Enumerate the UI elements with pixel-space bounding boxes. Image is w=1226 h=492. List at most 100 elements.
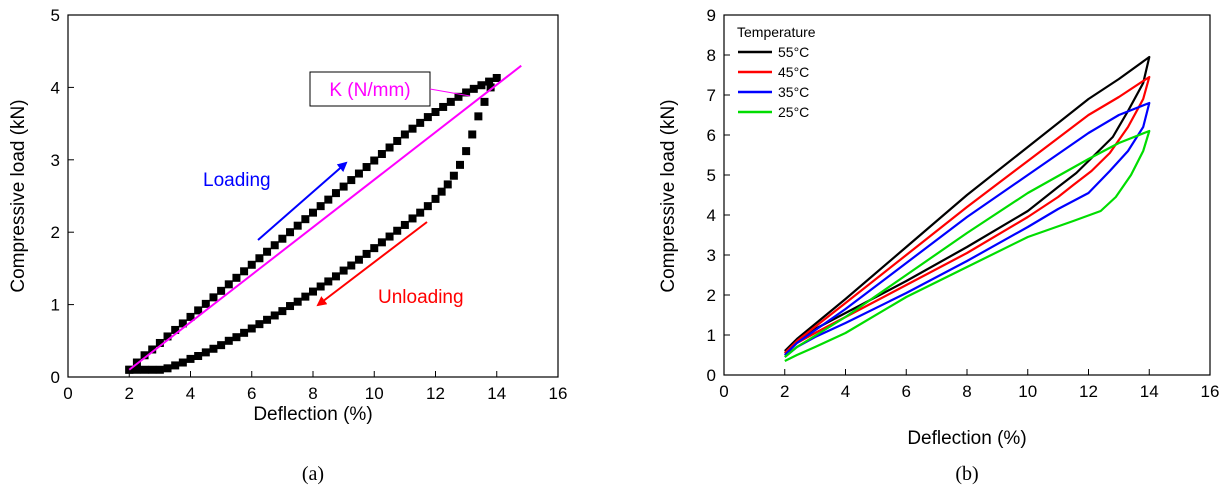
- chart-a-data-point: [443, 180, 452, 189]
- chart-a-ytick-label: 0: [51, 368, 60, 387]
- chart-a-xlabel: Deflection (%): [253, 404, 372, 425]
- chart-a-xtick-label: 12: [426, 384, 445, 403]
- chart-a-ytick-label: 2: [51, 223, 60, 242]
- chart-a-data-point: [309, 208, 317, 217]
- chart-a-data-point: [477, 81, 486, 90]
- chart-b-series-line: [784, 129, 1151, 362]
- chart-a-data-point: [278, 307, 287, 316]
- chart-a-data-point: [217, 341, 226, 350]
- chart-a-data-point: [331, 272, 340, 281]
- chart-a-data-point: [393, 136, 402, 145]
- chart-a-data-point: [354, 255, 363, 264]
- chart-a-data-point: [255, 320, 264, 329]
- chart-a-data-point: [247, 260, 256, 269]
- chart-b-ytick-label: 3: [707, 246, 716, 265]
- chart-b-xtick-label: 4: [841, 382, 850, 401]
- k-annotation-box: [309, 71, 431, 107]
- chart-a-ytick-label: 4: [51, 78, 60, 97]
- legend-entry-label: 35°C: [778, 84, 809, 100]
- chart-a-data-point: [331, 189, 340, 198]
- unloading-label: Unloading: [378, 287, 464, 308]
- chart-a-xtick-label: 4: [186, 384, 195, 403]
- legend-entry-label: 55°C: [778, 44, 809, 60]
- chart-a-data-point: [423, 113, 432, 122]
- chart-a-data-point: [339, 266, 348, 275]
- chart-a-data-point: [454, 92, 463, 101]
- chart-a-caption: (a): [302, 463, 324, 485]
- chart-b-ytick-label: 8: [707, 46, 716, 65]
- chart-a-data-point: [324, 277, 333, 286]
- legend-title: Temperature: [737, 24, 816, 40]
- legend-entry-label: 25°C: [778, 104, 809, 120]
- chart-a-data-point: [316, 202, 325, 211]
- chart-a-data-point: [163, 332, 172, 341]
- chart-b-ytick-label: 0: [707, 366, 716, 385]
- chart-a-data-point: [486, 83, 495, 92]
- chart-a-data-point: [309, 287, 317, 296]
- chart-a-data-point: [324, 195, 333, 204]
- chart-a-data-point: [263, 247, 272, 256]
- chart-b-ytick-label: 9: [707, 6, 716, 25]
- chart-a-data-point: [286, 228, 295, 237]
- chart-a-data-point: [362, 249, 371, 258]
- chart-a-data-point: [400, 220, 409, 229]
- chart-a-xtick-label: 6: [247, 384, 256, 403]
- chart-a-data-point: [217, 286, 226, 295]
- chart-a-data-point: [469, 84, 478, 93]
- chart-b-ytick-label: 4: [707, 206, 716, 225]
- chart-a-data-point: [400, 130, 409, 139]
- chart-a-data-point: [224, 280, 233, 289]
- chart-a-data-point: [431, 194, 440, 203]
- chart-a-data-point: [270, 241, 279, 250]
- chart-a-data-point: [293, 297, 302, 306]
- chart-a-data-point: [171, 361, 180, 370]
- chart-a-data-point: [148, 345, 157, 354]
- k-annotation-label: K (N/mm): [329, 80, 410, 101]
- chart-a-data-point: [186, 354, 195, 363]
- chart-a-data-point: [132, 358, 141, 367]
- chart-a-data-point: [232, 333, 241, 342]
- chart-a-data-point: [393, 226, 402, 235]
- chart-b-ylabel: Compressive load (kN): [658, 99, 679, 292]
- chart-a-data-point: [178, 358, 187, 367]
- chart-a-data-point: [462, 147, 471, 156]
- chart-a-data-point: [140, 365, 149, 374]
- chart-b-xtick-label: 16: [1201, 382, 1220, 401]
- chart-b-xtick-label: 0: [719, 382, 728, 401]
- chart-a-data-point: [449, 171, 458, 180]
- chart-a-data-point: [362, 163, 371, 172]
- chart-a-data-point: [370, 156, 379, 165]
- chart-a-data-point: [347, 261, 356, 270]
- chart-a-data-point: [385, 143, 394, 152]
- chart-a-data-point: [224, 336, 233, 345]
- loading-label: Loading: [203, 170, 271, 191]
- chart-a-data-point: [201, 299, 210, 308]
- chart-a-data-point: [474, 112, 483, 121]
- chart-a-xtick-label: 0: [63, 384, 72, 403]
- loading-arrow: [257, 161, 348, 241]
- chart-a-data-point: [286, 302, 295, 311]
- chart-a-data-point: [462, 88, 471, 97]
- chart-a-data-point: [416, 208, 425, 217]
- chart-a-data-point: [178, 319, 187, 328]
- chart-b-ytick-label: 1: [707, 326, 716, 345]
- chart-a-data-point: [140, 351, 149, 360]
- chart-b-xtick-label: 6: [902, 382, 911, 401]
- chart-a-ytick-label: 3: [51, 151, 60, 170]
- chart-a-data-point: [370, 244, 379, 253]
- chart-b-xtick-label: 2: [780, 382, 789, 401]
- chart-a-data-point: [446, 97, 455, 106]
- chart-a-data-point: [255, 254, 264, 263]
- chart-a-data-point: [270, 311, 279, 320]
- chart-a-data-point: [263, 315, 272, 324]
- chart-a-plot-frame: [67, 14, 559, 378]
- chart-a-data-point: [339, 182, 348, 191]
- chart-a-xtick-label: 8: [308, 384, 317, 403]
- chart-a-data-point: [293, 221, 302, 230]
- chart-a-data-point: [301, 292, 310, 301]
- chart-a-data-point: [240, 267, 249, 276]
- chart-a-data-point: [171, 325, 180, 334]
- chart-b-ytick-label: 2: [707, 286, 716, 305]
